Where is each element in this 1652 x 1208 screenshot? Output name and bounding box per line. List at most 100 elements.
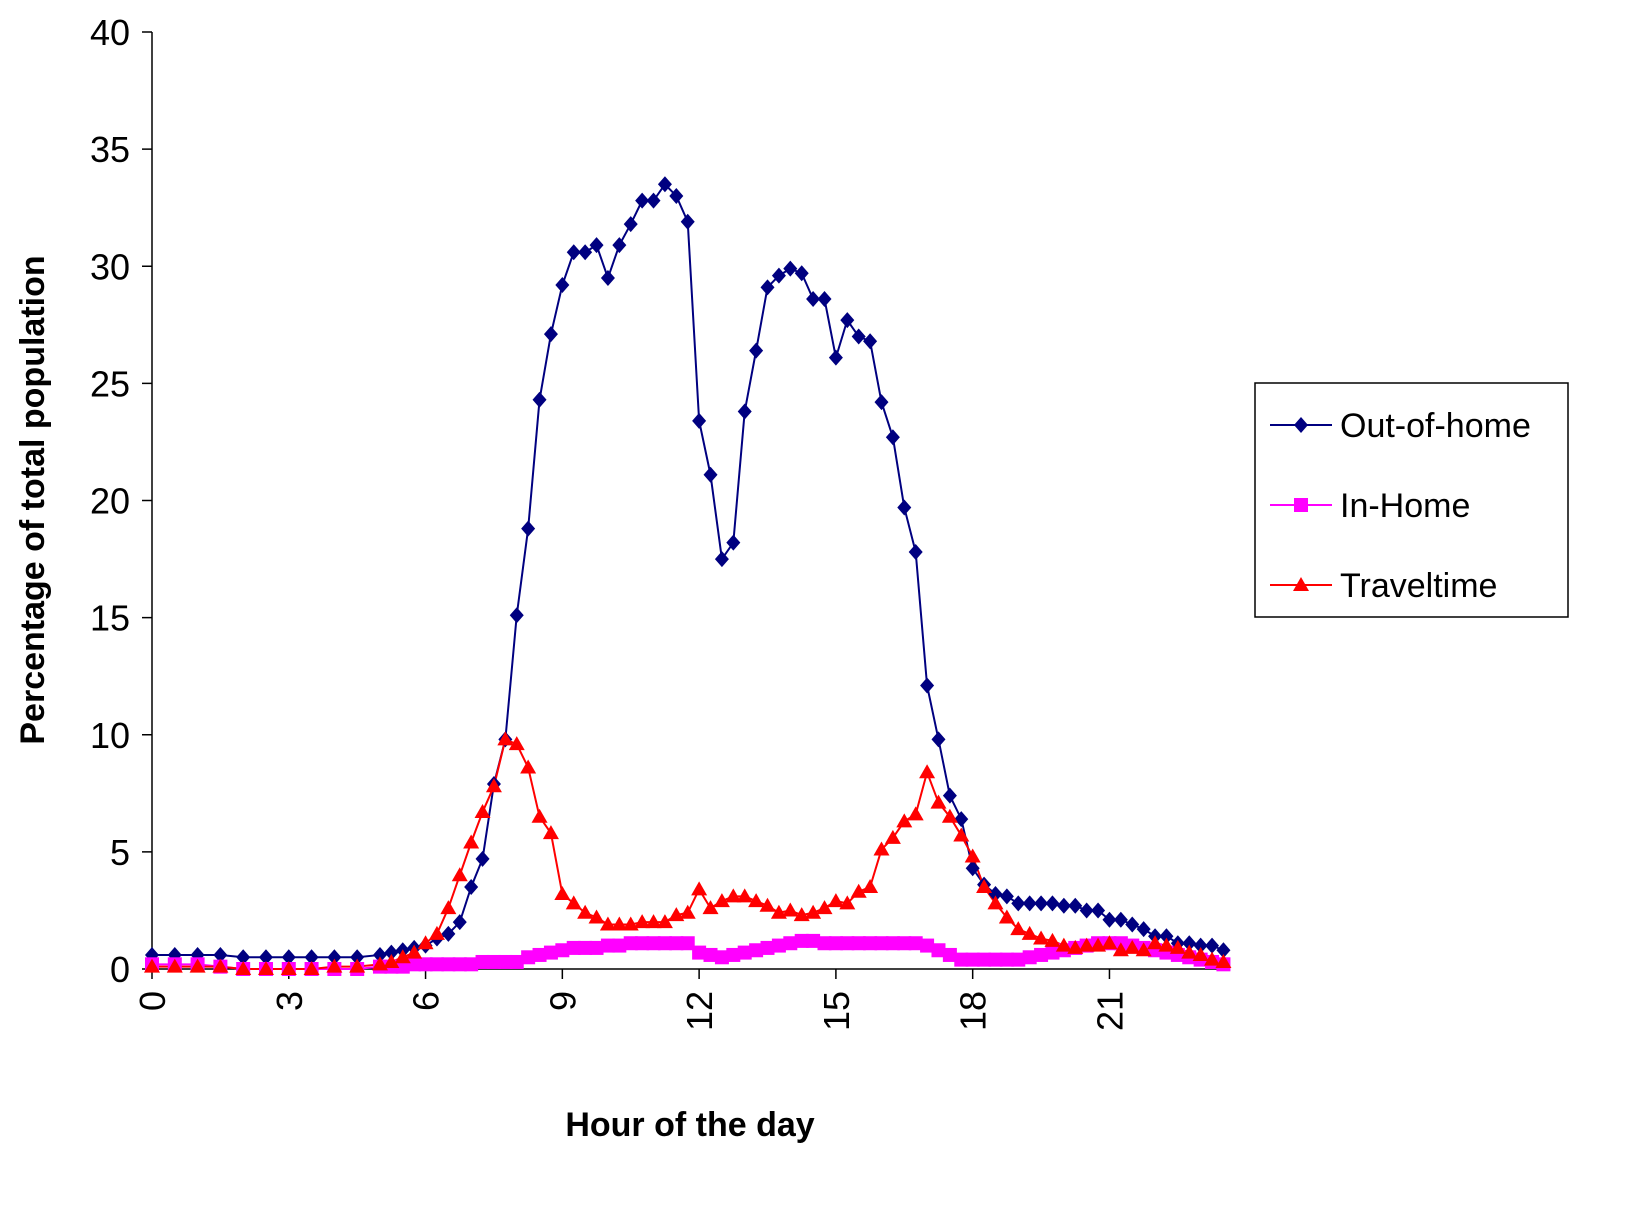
- data-point: [304, 949, 319, 966]
- data-point: [749, 943, 764, 958]
- data-point: [987, 895, 1004, 910]
- data-point: [599, 916, 616, 931]
- data-point: [703, 466, 718, 483]
- data-point: [543, 326, 558, 343]
- data-point: [771, 267, 786, 284]
- y-tick-label: 10: [90, 715, 130, 756]
- data-point: [737, 403, 752, 420]
- y-tick-label: 5: [110, 832, 130, 873]
- data-point: [578, 940, 593, 955]
- data-point: [726, 534, 741, 551]
- data-point: [702, 900, 719, 915]
- data-point: [988, 952, 1003, 967]
- data-point: [1034, 895, 1049, 912]
- data-point: [566, 940, 581, 955]
- data-point: [531, 808, 548, 823]
- data-point: [1011, 952, 1026, 967]
- data-point: [520, 759, 537, 774]
- data-point: [840, 936, 855, 951]
- data-point: [1158, 937, 1175, 952]
- data-point: [703, 947, 718, 962]
- data-point: [486, 954, 501, 969]
- data-point: [1044, 932, 1061, 947]
- data-point: [920, 938, 935, 953]
- data-point: [1045, 945, 1060, 960]
- data-point: [1182, 935, 1197, 952]
- data-point: [782, 902, 799, 917]
- data-point: [441, 957, 456, 972]
- x-tick-label: 3: [269, 991, 310, 1011]
- data-point: [1147, 935, 1164, 950]
- x-tick-label: 6: [406, 991, 447, 1011]
- data-point: [806, 291, 821, 308]
- data-point: [817, 291, 832, 308]
- data-point: [600, 938, 615, 953]
- legend-label: Out-of-home: [1340, 407, 1531, 445]
- data-point: [749, 342, 764, 359]
- data-point: [1181, 944, 1198, 959]
- data-point: [589, 940, 604, 955]
- data-point: [554, 886, 571, 901]
- data-point: [646, 192, 661, 209]
- data-point: [1055, 937, 1072, 952]
- data-point: [588, 909, 605, 924]
- data-point: [930, 794, 947, 809]
- data-point: [863, 333, 878, 350]
- data-point: [521, 520, 536, 537]
- data-point: [736, 888, 753, 903]
- y-tick-label: 35: [90, 129, 130, 170]
- y-tick-label: 30: [90, 246, 130, 287]
- data-point: [817, 936, 832, 951]
- data-point: [166, 958, 183, 973]
- data-point: [600, 269, 615, 286]
- data-point: [452, 914, 467, 931]
- x-tick-label: 21: [1089, 991, 1130, 1031]
- data-point: [327, 949, 342, 966]
- data-point: [440, 900, 457, 915]
- data-point: [1102, 911, 1117, 928]
- data-point: [428, 925, 445, 940]
- data-point: [840, 312, 855, 329]
- legend-label: Traveltime: [1340, 567, 1497, 605]
- data-point: [350, 949, 365, 966]
- legend-label: In-Home: [1340, 487, 1470, 525]
- data-point: [759, 897, 776, 912]
- data-point: [497, 731, 514, 746]
- data-point: [771, 938, 786, 953]
- data-point: [1204, 951, 1221, 966]
- data-point: [258, 949, 273, 966]
- data-point: [1101, 935, 1118, 950]
- data-point: [920, 677, 935, 694]
- x-tick-label: 0: [132, 991, 173, 1011]
- data-point: [474, 804, 491, 819]
- data-point: [623, 936, 638, 951]
- data-point: [680, 213, 695, 230]
- data-point: [463, 834, 480, 849]
- data-point: [713, 893, 730, 908]
- data-point: [793, 907, 810, 922]
- data-point: [1021, 925, 1038, 940]
- series-line: [152, 182, 1224, 959]
- data-point: [622, 916, 639, 931]
- data-point: [451, 867, 468, 882]
- data-point: [394, 949, 411, 964]
- data-point: [691, 881, 708, 896]
- series-line: [152, 738, 1224, 970]
- data-point: [1091, 902, 1106, 919]
- data-point: [144, 958, 160, 973]
- data-point: [941, 808, 958, 823]
- data-point: [1205, 937, 1220, 954]
- data-point: [189, 958, 206, 973]
- y-tick-label: 15: [90, 598, 130, 639]
- data-point: [623, 216, 638, 233]
- data-point: [656, 914, 673, 929]
- data-point: [907, 806, 924, 821]
- data-point: [475, 954, 490, 969]
- data-point: [931, 943, 946, 958]
- data-point: [407, 957, 422, 972]
- data-point: [235, 961, 252, 975]
- data-point: [1067, 939, 1084, 954]
- x-tick-label: 9: [542, 991, 583, 1011]
- data-point: [417, 935, 434, 950]
